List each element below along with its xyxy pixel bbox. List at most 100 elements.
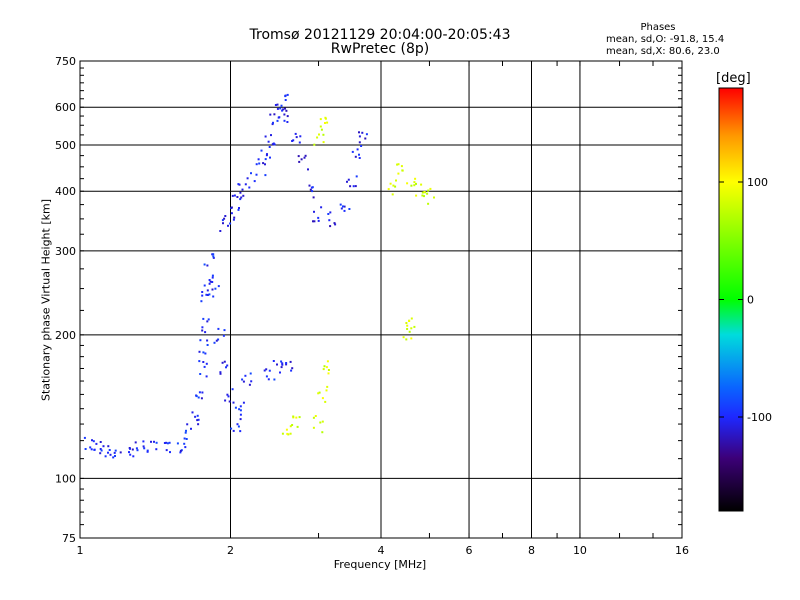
data-point <box>131 448 134 451</box>
data-point <box>212 256 215 259</box>
data-point <box>223 329 226 332</box>
data-point <box>284 95 287 98</box>
data-point <box>410 317 413 320</box>
data-point <box>231 194 234 197</box>
data-point <box>286 115 289 118</box>
data-point <box>283 119 286 122</box>
data-point <box>225 366 227 369</box>
data-point <box>93 448 96 451</box>
data-point <box>303 156 306 159</box>
data-point <box>322 368 325 371</box>
data-point <box>264 158 267 161</box>
data-point <box>221 361 224 364</box>
data-point <box>258 162 261 165</box>
data-point <box>420 183 423 186</box>
data-point <box>276 119 279 122</box>
data-point <box>324 116 327 119</box>
data-point <box>176 442 179 445</box>
data-point <box>339 203 342 206</box>
phase-stats-o: mean, sd,O: -91.8, 15.4 <box>606 34 725 45</box>
x-tick-label: 8 <box>528 544 535 557</box>
data-point <box>132 455 135 458</box>
data-point <box>348 208 351 210</box>
data-point <box>319 125 322 128</box>
data-point <box>326 121 329 124</box>
colorbar-tick-label: 0 <box>747 294 754 307</box>
data-point <box>224 215 227 217</box>
data-point <box>242 401 245 404</box>
data-point <box>197 418 200 421</box>
data-point <box>347 178 350 181</box>
data-point <box>128 451 130 454</box>
data-point <box>200 300 203 303</box>
data-point <box>394 185 397 188</box>
data-point <box>267 378 270 381</box>
data-point <box>191 411 194 414</box>
data-point <box>415 194 418 197</box>
data-point <box>313 210 315 213</box>
data-point <box>300 158 303 161</box>
data-point <box>406 182 409 185</box>
data-point <box>100 449 103 452</box>
data-point <box>304 154 307 157</box>
data-point <box>237 425 240 428</box>
data-point <box>285 109 288 112</box>
data-point <box>226 364 229 367</box>
data-point <box>263 369 266 372</box>
data-point <box>266 153 268 156</box>
data-point <box>194 415 197 418</box>
data-point <box>114 449 117 452</box>
data-point <box>231 388 234 391</box>
data-point <box>307 168 309 171</box>
data-point <box>325 366 328 369</box>
data-point <box>410 327 413 330</box>
data-point <box>276 107 279 110</box>
data-point <box>142 445 145 448</box>
data-point <box>238 408 241 411</box>
y-tick-label: 200 <box>55 329 76 342</box>
data-point <box>195 395 198 398</box>
data-point <box>312 196 315 199</box>
data-point <box>313 220 316 223</box>
data-point <box>199 339 202 342</box>
data-point <box>327 369 330 371</box>
data-point <box>250 380 253 383</box>
data-point <box>327 213 330 215</box>
data-point <box>206 264 209 267</box>
data-point <box>264 174 267 177</box>
data-point <box>405 322 408 324</box>
y-tick-label: 100 <box>55 472 76 485</box>
data-point <box>212 255 215 258</box>
data-point <box>199 373 202 375</box>
data-point <box>326 385 329 388</box>
data-point <box>427 202 430 205</box>
data-point <box>342 205 344 208</box>
data-point <box>433 196 435 199</box>
data-point <box>230 427 233 430</box>
data-point <box>205 375 208 378</box>
data-point <box>248 383 251 386</box>
data-point <box>107 451 109 454</box>
data-point <box>183 442 186 445</box>
data-point <box>415 182 417 185</box>
data-point <box>391 193 394 196</box>
data-point <box>146 449 149 452</box>
data-point <box>273 113 276 116</box>
data-point <box>239 191 242 194</box>
data-point <box>202 361 205 363</box>
data-point <box>352 185 355 188</box>
data-point <box>244 374 247 377</box>
data-point <box>222 222 224 225</box>
data-point <box>289 432 292 435</box>
data-point <box>208 279 211 281</box>
data-point <box>95 442 98 445</box>
data-point <box>99 452 102 455</box>
data-point <box>217 327 220 330</box>
data-point <box>246 177 249 180</box>
data-point <box>271 123 274 126</box>
data-point <box>361 131 364 134</box>
data-point <box>240 196 243 199</box>
data-point <box>255 173 258 176</box>
data-point <box>233 194 236 197</box>
data-point <box>323 365 326 368</box>
